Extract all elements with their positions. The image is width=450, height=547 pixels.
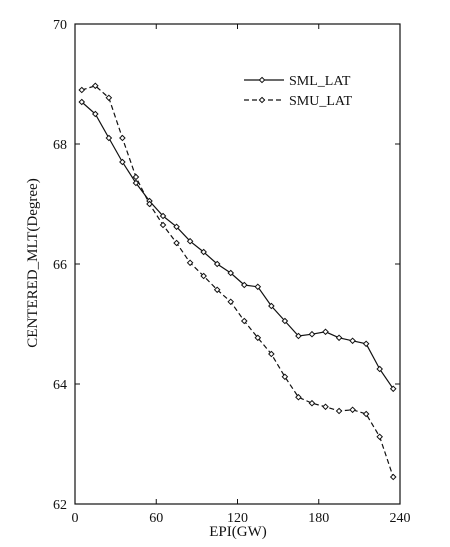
- sml-lat-point-marker: [227, 269, 235, 277]
- legend-label-smu-lat: SMU_LAT: [289, 94, 352, 109]
- sml-lat-point-marker: [119, 158, 126, 166]
- sml-lat-point-marker: [254, 283, 262, 291]
- y-tick-label: 62: [53, 498, 67, 513]
- y-tick-label: 70: [53, 18, 67, 33]
- smu-lat-point-marker: [322, 403, 329, 411]
- sml-lat-point-marker: [268, 302, 275, 310]
- sml-lat-point-marker: [200, 248, 207, 256]
- y-tick-label: 64: [53, 378, 67, 393]
- smu-lat-point-marker: [186, 259, 194, 267]
- smu-lat-point-marker: [213, 286, 221, 294]
- sml-lat-point-marker: [159, 212, 167, 220]
- smu-lat-point-marker: [240, 317, 248, 325]
- sml-lat-point-marker: [308, 330, 316, 338]
- smu-lat-point-marker: [349, 406, 356, 414]
- smu-lat-point-marker: [132, 173, 140, 181]
- sml-lat-point-marker: [186, 237, 194, 245]
- smu-lat-point-marker: [268, 350, 275, 358]
- smu-lat-point-marker: [173, 239, 180, 247]
- sml-lat-point-marker: [173, 223, 180, 231]
- smu-lat-point-marker: [200, 272, 207, 280]
- series-line-sml-lat: [81, 101, 394, 390]
- smu-lat-point-marker: [308, 399, 316, 407]
- series-layer: [78, 82, 397, 481]
- smu-lat-point-marker: [362, 410, 370, 418]
- series-line-smu-lat: [81, 85, 394, 478]
- x-tick-label: 0: [72, 511, 79, 526]
- y-axis-label: CENTERED_MLT(Degree): [25, 178, 41, 347]
- x-tick-label: 60: [149, 511, 163, 526]
- legend-marker-sml-lat: [258, 76, 266, 84]
- sml-lat-point-marker: [105, 134, 113, 142]
- smu-lat-point-marker: [335, 407, 343, 415]
- smu-lat-point-marker: [105, 94, 113, 102]
- x-tick-label: 240: [390, 511, 411, 526]
- x-axis-label: EPI(GW): [209, 524, 266, 540]
- smu-lat-point-marker: [227, 298, 235, 306]
- y-tick-label: 68: [53, 138, 67, 153]
- sml-lat-point-marker: [322, 328, 329, 336]
- smu-lat-point-marker: [159, 221, 167, 229]
- x-tick-label: 180: [308, 511, 329, 526]
- sml-lat-point-marker: [78, 98, 86, 106]
- sml-lat-point-marker: [240, 281, 248, 289]
- sml-lat-point-marker: [132, 179, 140, 187]
- sml-lat-point-marker: [376, 365, 383, 373]
- sml-lat-point-marker: [281, 317, 289, 325]
- smu-lat-point-marker: [254, 334, 262, 342]
- smu-lat-point-marker: [376, 433, 383, 441]
- y-tick-label: 66: [53, 258, 67, 273]
- legend-label-sml-lat: SML_LAT: [289, 74, 351, 89]
- sml-lat-point-marker: [92, 110, 99, 118]
- legend-marker-smu-lat: [258, 96, 266, 104]
- smu-lat-point-marker: [281, 373, 289, 381]
- legend-layer: SML_LAT SMU_LAT: [244, 74, 352, 109]
- sml-lat-point-marker: [389, 385, 397, 393]
- sml-lat-point-marker: [362, 340, 370, 348]
- sml-lat-point-marker: [295, 332, 302, 340]
- sml-lat-point-marker: [349, 337, 356, 345]
- smu-lat-point-marker: [146, 200, 153, 208]
- smu-lat-point-marker: [389, 473, 397, 481]
- smu-lat-point-marker: [78, 86, 86, 94]
- smu-lat-point-marker: [295, 393, 302, 401]
- tick-layer: 0 60 120 180 240 62 64 66 68 70: [53, 18, 411, 526]
- smu-lat-point-marker: [92, 82, 99, 90]
- x-tick-label: 120: [227, 511, 248, 526]
- sml-lat-point-marker: [335, 334, 343, 342]
- sml-lat-point-marker: [213, 260, 221, 268]
- smu-lat-point-marker: [119, 134, 126, 142]
